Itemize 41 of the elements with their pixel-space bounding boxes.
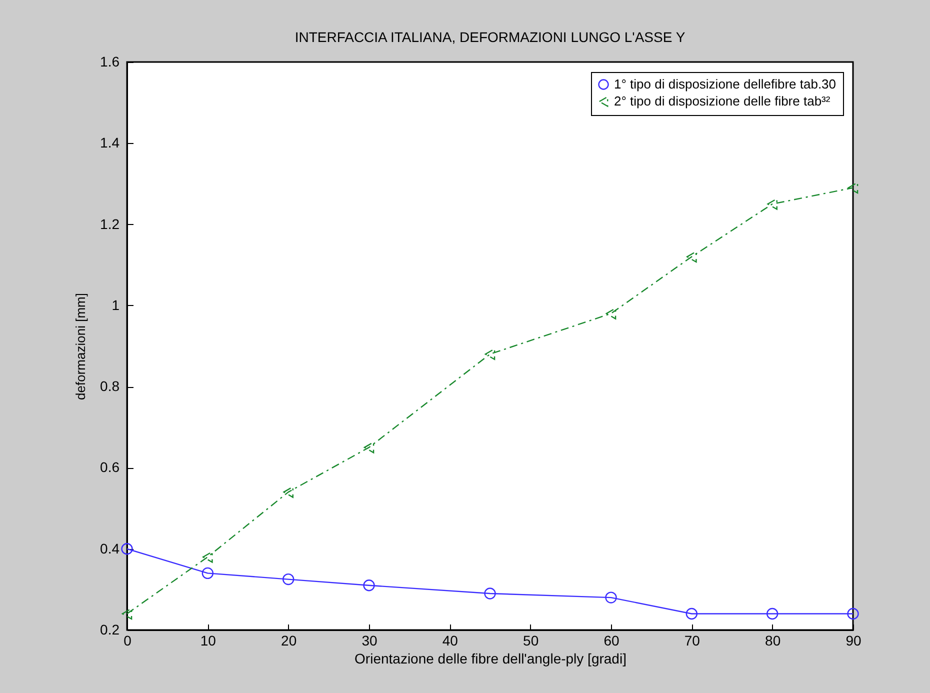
- point: [121, 543, 133, 555]
- y-tick-label: 0.2: [100, 622, 120, 638]
- x-tick-label: 10: [200, 632, 216, 648]
- point: [202, 567, 214, 580]
- y-tick-label: 1.2: [100, 216, 120, 232]
- y-tick-label: 1: [112, 296, 120, 313]
- x-axis-title: Orientazione delle fibre dell'angle-ply [gradi]: [354, 650, 626, 666]
- point: [202, 551, 213, 563]
- y-tick-label: 1.4: [100, 134, 120, 151]
- point: [848, 182, 858, 194]
- x-tick-label: 70: [684, 632, 700, 648]
- x-tick-label: 50: [523, 632, 539, 648]
- point: [484, 348, 496, 360]
- x-tick-label: 0: [124, 632, 132, 648]
- point: [767, 198, 778, 210]
- legend-label: 2° tipo di disposizione delle fibre tab³²: [614, 94, 831, 108]
- x-tick-label: 90: [846, 632, 862, 648]
- y-axis-title: deformazioni [mm]: [73, 293, 88, 400]
- point: [484, 588, 496, 600]
- y-tick-label: 0.8: [100, 378, 120, 394]
- point: [122, 608, 132, 620]
- x-tick-label: 40: [442, 632, 458, 648]
- y-tick-label: 0.4: [100, 540, 120, 556]
- point: [363, 580, 375, 592]
- legend-label: 1° tipo di disposizione dellefibre tab.30: [614, 76, 836, 92]
- point: [606, 308, 616, 320]
- point: [686, 250, 697, 263]
- point: [766, 608, 778, 620]
- point: [686, 608, 698, 620]
- y-tick-label: 1.6: [100, 54, 120, 70]
- chart-title: INTERFACCIA ITALIANA, DEFORMAZIONI LUNGO L'ASSE Y: [294, 29, 686, 45]
- y-tick-label: 0.6: [100, 459, 120, 476]
- x-tick-label: 20: [281, 632, 297, 648]
- x-tick-label: 80: [765, 632, 781, 648]
- point: [283, 486, 294, 498]
- point: [364, 442, 374, 454]
- point: [847, 608, 859, 620]
- point: [282, 573, 294, 586]
- x-tick-label: 30: [362, 632, 378, 648]
- x-tick-label: 60: [604, 632, 620, 648]
- point: [605, 592, 617, 604]
